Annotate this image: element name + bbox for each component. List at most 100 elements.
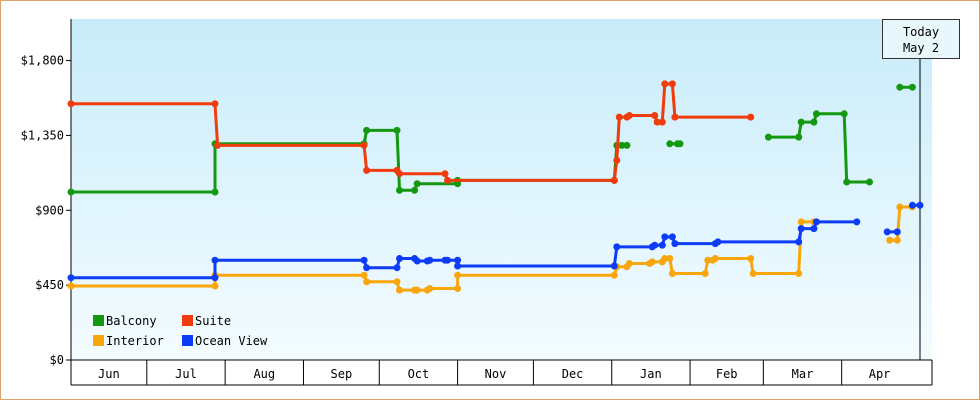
x-tick-label: Aug xyxy=(253,367,275,381)
data-point xyxy=(908,83,916,91)
data-point xyxy=(413,257,421,265)
data-point xyxy=(810,118,818,126)
data-point xyxy=(795,270,803,277)
data-point xyxy=(211,188,219,196)
data-point xyxy=(613,243,621,251)
data-point xyxy=(413,286,421,294)
data-point xyxy=(658,118,666,126)
data-point xyxy=(67,282,75,290)
plot-area xyxy=(71,19,932,360)
data-point xyxy=(396,255,403,262)
data-point xyxy=(893,236,901,244)
data-point xyxy=(853,218,861,226)
data-point xyxy=(668,270,676,277)
data-point xyxy=(360,141,368,149)
data-point xyxy=(896,203,904,211)
data-point xyxy=(668,80,676,88)
data-point xyxy=(661,80,669,88)
legend: Balcony Suite Interior Ocean View xyxy=(93,314,268,348)
series-line xyxy=(888,205,914,242)
data-point xyxy=(883,228,891,236)
x-tick-label: Apr xyxy=(869,367,891,381)
data-point xyxy=(393,278,401,286)
data-point xyxy=(396,170,403,178)
legend-label: Suite xyxy=(195,314,231,328)
series-interior xyxy=(67,203,916,294)
legend-label: Interior xyxy=(106,334,164,348)
legend-label: Balcony xyxy=(106,314,157,328)
series-suite xyxy=(67,80,755,184)
x-tick-label: Dec xyxy=(562,367,584,381)
y-tick-label: $1,800 xyxy=(21,54,64,68)
data-point xyxy=(797,225,805,233)
y-tick-label: $1,350 xyxy=(21,128,64,142)
data-point xyxy=(615,113,623,121)
x-tick-label: Mar xyxy=(792,367,814,381)
data-point xyxy=(661,233,669,241)
data-point xyxy=(67,188,75,196)
data-point xyxy=(211,274,219,282)
data-point xyxy=(714,238,722,246)
data-point xyxy=(648,258,656,266)
data-point xyxy=(764,133,772,141)
data-point xyxy=(908,201,916,209)
data-point xyxy=(676,140,684,148)
data-point xyxy=(747,113,755,121)
data-point xyxy=(795,133,803,141)
data-point xyxy=(886,236,894,244)
data-point xyxy=(413,180,421,188)
data-point xyxy=(411,186,419,194)
data-point xyxy=(797,218,805,226)
data-point xyxy=(363,126,371,134)
x-tick-label: Feb xyxy=(716,367,738,381)
x-tick-label: Jun xyxy=(98,367,120,381)
data-point xyxy=(441,170,449,178)
series-ocean-view xyxy=(67,201,924,282)
legend-label: Ocean View xyxy=(195,334,268,348)
data-point xyxy=(866,178,873,186)
x-tick-label: Jan xyxy=(640,367,662,381)
data-point xyxy=(671,240,679,248)
data-point xyxy=(653,118,661,126)
data-point xyxy=(454,271,462,279)
data-point xyxy=(396,286,403,294)
data-point xyxy=(749,270,757,277)
x-tick-label: Oct xyxy=(408,367,430,381)
data-point xyxy=(610,271,618,279)
data-point xyxy=(444,176,451,184)
data-point xyxy=(843,178,851,186)
x-tick-label: Jul xyxy=(175,367,197,381)
y-tick-label: $450 xyxy=(35,278,64,292)
data-point xyxy=(360,256,368,264)
x-axis: Jun Jul Aug Sep Oct Nov Dec Jan Feb Mar Apr xyxy=(70,359,933,386)
data-point xyxy=(610,176,618,184)
data-point xyxy=(916,201,924,209)
data-point xyxy=(810,225,818,233)
legend-swatch xyxy=(182,315,193,326)
data-point xyxy=(747,255,755,262)
series-layer xyxy=(67,80,924,294)
data-point xyxy=(701,270,709,277)
data-point xyxy=(393,126,401,134)
data-point xyxy=(797,118,805,126)
data-point xyxy=(67,100,75,108)
today-date: May 2 xyxy=(902,41,940,55)
data-point xyxy=(795,238,803,246)
data-point xyxy=(618,141,626,149)
data-point xyxy=(454,256,462,264)
legend-swatch xyxy=(182,335,193,346)
data-point xyxy=(214,141,222,149)
data-point xyxy=(211,256,219,264)
data-point xyxy=(363,166,371,174)
data-point xyxy=(666,140,674,148)
data-point xyxy=(610,262,618,270)
today-marker-label: Today May 2 xyxy=(882,19,960,59)
data-point xyxy=(363,278,371,286)
data-point xyxy=(704,256,712,264)
data-point xyxy=(651,112,659,119)
data-point xyxy=(625,260,633,267)
data-point xyxy=(661,255,669,262)
today-label: Today xyxy=(902,25,940,39)
data-point xyxy=(668,233,676,241)
